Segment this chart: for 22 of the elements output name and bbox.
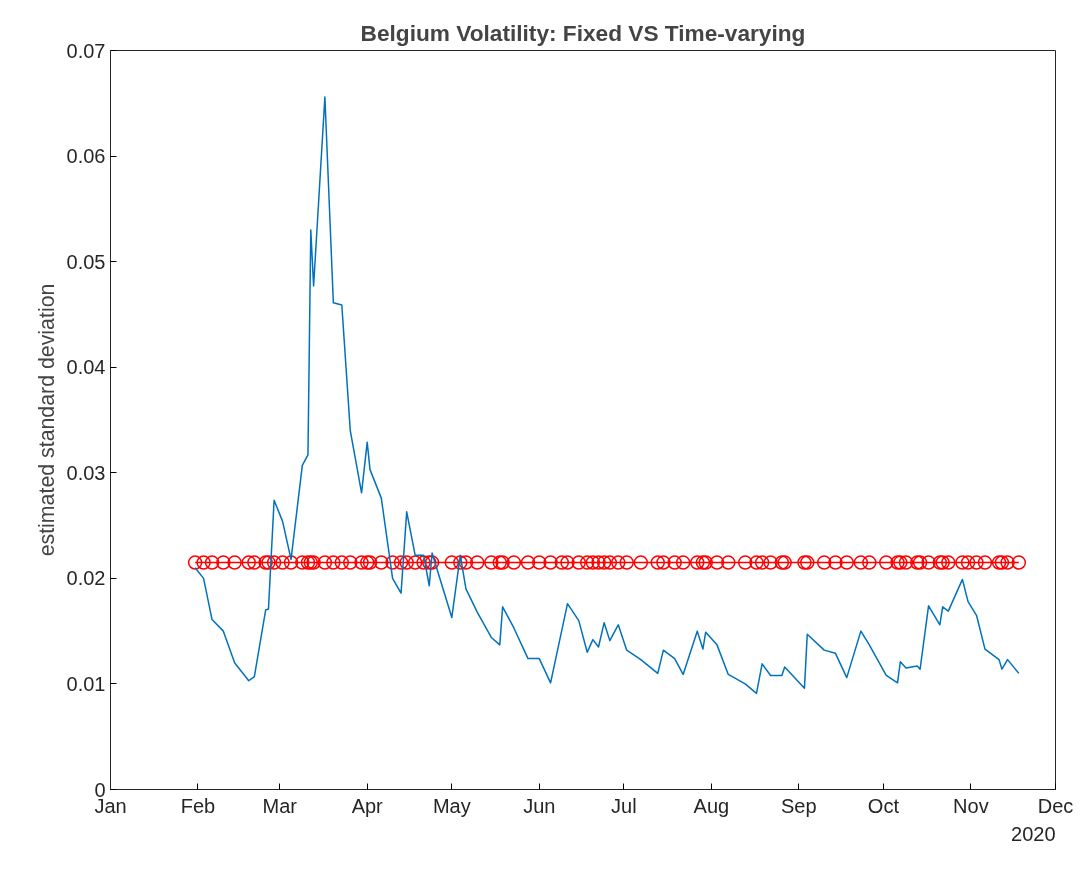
chart-title: Belgium Volatility: Fixed VS Time-varying — [360, 19, 806, 46]
y-tick-label: 0.04 — [66, 356, 106, 379]
x-tick-label: Aug — [693, 794, 730, 817]
line-series — [194, 96, 1020, 695]
y-axis-title: estimated standard deviation — [34, 283, 59, 557]
x-tick-label: May — [432, 794, 471, 817]
x-tick-label: Oct — [867, 794, 900, 817]
x-tick-label: Apr — [351, 794, 384, 817]
x-tick-label: Jun — [523, 794, 556, 817]
y-tick-label: 0.06 — [66, 145, 106, 168]
x-tick-label: Mar — [262, 794, 298, 817]
x-tick-label: Sep — [781, 794, 817, 817]
x-tick-label: Nov — [953, 794, 989, 817]
y-tick-label: 0.02 — [66, 567, 106, 590]
y-tick-label: 0.07 — [66, 39, 106, 62]
text: 2020 — [1011, 822, 1056, 845]
x-tick-label: Feb — [180, 794, 216, 817]
x-tick-label: Jul — [611, 794, 637, 817]
y-tick-label: 0.01 — [66, 672, 106, 695]
y-tick-label: 0.03 — [66, 461, 106, 484]
y-tick-label: 0.05 — [66, 250, 106, 273]
x-tick-label: Dec — [1037, 794, 1074, 817]
